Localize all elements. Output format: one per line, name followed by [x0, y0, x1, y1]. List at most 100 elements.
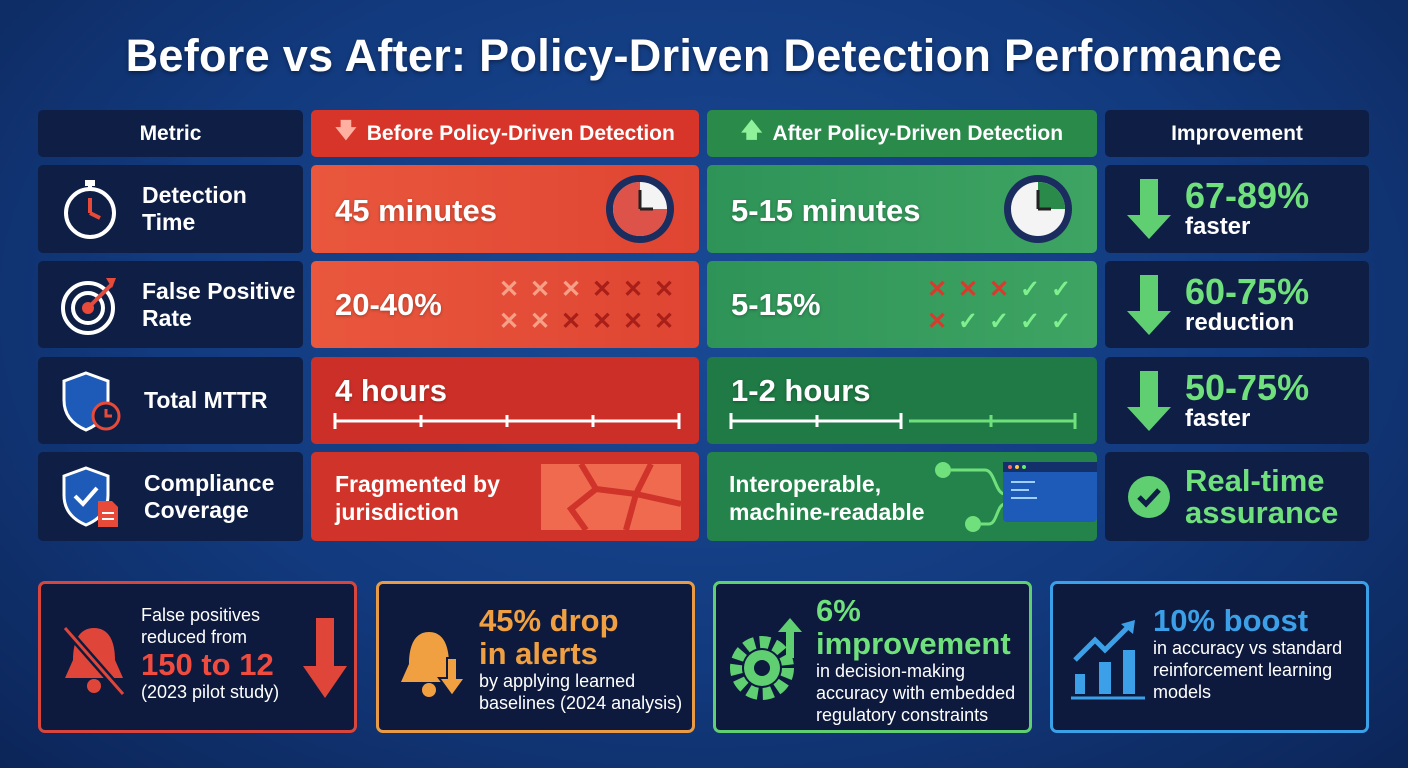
check-icon: ✓ [1020, 308, 1041, 335]
improvement-label: faster [1185, 404, 1251, 432]
x-icon: ✕ [530, 276, 551, 303]
card-note: by applying learned baselines (2024 anal… [479, 671, 683, 713]
card-line: False positives reduced from [141, 605, 261, 647]
x-icon: ✕ [499, 276, 520, 303]
arrow-down-icon: 🡇 [335, 119, 357, 142]
metric-label: False Positive Rate [142, 277, 296, 331]
header-improvement: Improvement [1105, 110, 1369, 157]
check-icon: ✓ [1051, 308, 1072, 335]
header-after-label: After Policy-Driven Detection [772, 121, 1064, 145]
card-highlight: 6% improvement [816, 593, 1011, 661]
card-highlight: 45% drop in alerts [479, 603, 619, 671]
after-total-mttr: 1-2 hours [707, 357, 1097, 444]
target-icon [61, 277, 116, 335]
before-compliance-coverage: Fragmented by jurisdiction [311, 452, 699, 541]
improvement-value: 60-75% [1185, 270, 1310, 312]
before-detection-time: 45 minutes [311, 165, 699, 253]
improvement-value: Real-time assurance [1185, 462, 1339, 530]
card-alert-drop: 45% drop in alerts by applying learned b… [376, 581, 695, 733]
x-icon: ✕ [654, 276, 675, 303]
before-total-mttr: 4 hours [311, 357, 699, 444]
clock-icon [606, 175, 674, 243]
improvement-detection-time: 67-89% faster [1105, 165, 1369, 253]
metric-compliance-coverage: Compliance Coverage [38, 452, 303, 541]
card-decision-accuracy: 6% improvement in decision-making accura… [713, 581, 1032, 733]
metric-false-positive-rate: False Positive Rate [38, 261, 303, 348]
after-value: Interoperable, machine-readable [729, 471, 925, 525]
check-icon: ✓ [989, 308, 1010, 335]
x-icon: ✕ [927, 308, 948, 335]
page-title: Before vs After: Policy-Driven Detection… [125, 30, 1283, 81]
arrow-down-icon [1127, 274, 1171, 335]
bar-chart-trend-icon [1071, 620, 1145, 700]
check-icon: ✓ [1020, 276, 1041, 303]
x-icon: ✕ [592, 308, 613, 335]
header-after: 🡅 After Policy-Driven Detection [707, 110, 1097, 157]
gear-arrow-up-icon [730, 618, 802, 700]
shield-check-document-icon [62, 465, 118, 527]
x-icon: ✕ [623, 276, 644, 303]
card-highlight: 150 to 12 [141, 647, 274, 682]
arrow-up-icon: 🡅 [740, 119, 763, 142]
x-icon: ✕ [927, 276, 948, 303]
x-icon: ✕ [654, 308, 675, 335]
card-highlight: 10% boost [1153, 603, 1309, 638]
x-icon: ✕ [499, 308, 520, 335]
x-icon: ✕ [592, 276, 613, 303]
after-detection-time: 5-15 minutes [707, 165, 1097, 253]
metric-detection-time: Detection Time [38, 165, 303, 253]
header-metric-label: Metric [139, 121, 202, 145]
card-note: in accuracy vs standard reinforcement le… [1153, 638, 1343, 702]
improvement-false-positive-rate: 60-75% reduction [1105, 261, 1369, 348]
after-compliance-coverage: Interoperable, machine-readable [707, 452, 1097, 541]
metric-label: Detection Time [142, 182, 247, 235]
card-false-positives-reduced: False positives reduced from 150 to 12 (… [38, 581, 357, 733]
clock-icon [1004, 175, 1072, 243]
header-metric: Metric [38, 110, 303, 157]
bell-off-icon [61, 625, 127, 697]
fragmented-map-icon [541, 464, 681, 530]
x-icon: ✕ [623, 308, 644, 335]
before-value: 45 minutes [335, 193, 497, 228]
header-before: 🡇 Before Policy-Driven Detection [311, 110, 699, 157]
timeline-bar [333, 413, 681, 429]
card-accuracy-boost: 10% boost in accuracy vs standard reinfo… [1050, 581, 1369, 733]
after-false-positive-rate: 5-15% ✕ ✕ ✕ ✓ ✓ ✕ ✓ ✓ ✓ ✓ [707, 261, 1097, 348]
arrow-down-icon [1127, 179, 1171, 239]
improvement-value: 67-89% [1185, 175, 1310, 216]
check-circle-icon [1128, 475, 1170, 518]
improvement-compliance-coverage: Real-time assurance [1105, 452, 1369, 541]
check-icon: ✓ [958, 308, 979, 335]
card-note: in decision-making accuracy with embedde… [816, 661, 1016, 725]
timeline-bar [729, 413, 1077, 429]
arrow-down-icon [1127, 370, 1171, 431]
x-icon: ✕ [989, 276, 1010, 303]
improvement-label: faster [1185, 213, 1251, 240]
metric-total-mttr: Total MTTR [38, 357, 303, 444]
data-integration-icon [935, 462, 1097, 532]
bell-down-icon [401, 632, 467, 698]
before-value: 20-40% [335, 287, 442, 322]
x-icon: ✕ [958, 276, 979, 303]
arrow-down-icon [303, 618, 347, 698]
x-icon: ✕ [530, 308, 551, 335]
improvement-label: reduction [1185, 308, 1295, 336]
before-value: 4 hours [335, 373, 447, 408]
check-icon: ✓ [1051, 276, 1072, 303]
shield-clock-icon [62, 370, 121, 432]
x-icon: ✕ [561, 276, 582, 303]
improvement-total-mttr: 50-75% faster [1105, 357, 1369, 444]
before-false-positive-rate: 20-40% ✕ ✕ ✕ ✕ ✕ ✕ ✕ ✕ ✕ ✕ ✕ ✕ [311, 261, 699, 348]
metric-label: Compliance Coverage [144, 469, 275, 523]
x-icon: ✕ [561, 308, 582, 335]
header-before-label: Before Policy-Driven Detection [366, 121, 675, 145]
before-value: Fragmented by jurisdiction [335, 471, 500, 525]
stopwatch-icon [64, 180, 116, 239]
false-positive-marks: ✕ ✕ ✕ ✓ ✓ ✕ ✓ ✓ ✓ ✓ [927, 278, 1082, 334]
after-value: 1-2 hours [731, 373, 871, 408]
improvement-value: 50-75% [1185, 366, 1310, 408]
false-positive-marks: ✕ ✕ ✕ ✕ ✕ ✕ ✕ ✕ ✕ ✕ ✕ ✕ [499, 278, 685, 334]
after-value: 5-15 minutes [731, 193, 921, 228]
metric-label: Total MTTR [144, 387, 268, 413]
header-improvement-label: Improvement [1171, 121, 1303, 145]
